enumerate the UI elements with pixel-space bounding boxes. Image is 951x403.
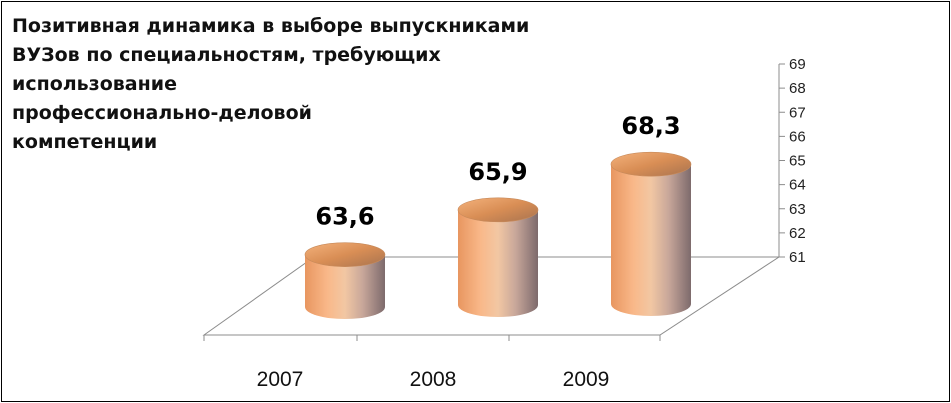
data-label: 68,3 xyxy=(621,112,680,140)
bar-2007 xyxy=(304,242,386,319)
bar-cap xyxy=(457,197,539,223)
y-tick-label: 64 xyxy=(789,177,806,194)
y-tick-label: 62 xyxy=(789,225,806,242)
bar-body xyxy=(611,164,691,316)
data-label: 63,6 xyxy=(315,203,374,231)
bar-cap xyxy=(304,242,386,267)
bar-body xyxy=(458,209,538,317)
bar-2009 xyxy=(610,151,692,316)
labels: 61 62 63 64 65 66 67 68 69 2007 2008 2009 63,6 65,9 68… xyxy=(257,56,806,391)
chart-title: Позитивная динамика в выборе выпускникам… xyxy=(12,15,530,153)
y-tick-label: 69 xyxy=(789,56,806,73)
x-tick-label: 2007 xyxy=(257,368,304,391)
y-tick-label: 66 xyxy=(789,128,806,145)
bar-2008 xyxy=(457,197,539,317)
y-tick-label: 61 xyxy=(789,249,806,266)
bar-cap xyxy=(610,151,692,177)
bar-body xyxy=(305,254,385,319)
y-tick-label: 63 xyxy=(789,201,806,218)
y-tick-label: 67 xyxy=(789,104,806,121)
axes xyxy=(202,63,785,341)
y-tick-label: 68 xyxy=(789,80,806,97)
y-tick-label: 65 xyxy=(789,153,806,170)
data-label: 65,9 xyxy=(468,158,527,186)
x-tick-label: 2009 xyxy=(563,368,610,391)
x-tick-label: 2008 xyxy=(410,368,457,391)
bars xyxy=(304,151,692,319)
